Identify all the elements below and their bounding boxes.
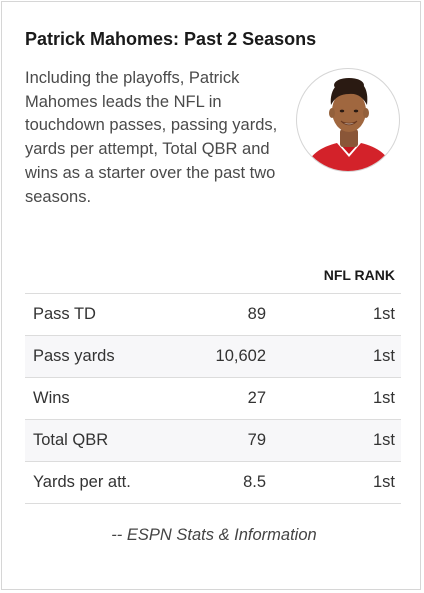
- stat-label: Yards per att.: [33, 473, 131, 491]
- table-row: Total QBR 79 1st: [25, 420, 401, 462]
- stats-table: Pass TD 89 1st Pass yards 10,602 1st Win…: [25, 293, 401, 504]
- stat-label: Total QBR: [33, 431, 109, 449]
- stat-label: Pass yards: [33, 347, 115, 365]
- stat-rank: 1st: [372, 473, 395, 491]
- stat-rank: 1st: [372, 305, 395, 323]
- table-row: Wins 27 1st: [25, 378, 401, 420]
- source-credit: -- ESPN Stats & Information: [111, 526, 317, 544]
- card-title: Patrick Mahomes: Past 2 Seasons: [25, 29, 317, 49]
- stat-rank: 1st: [372, 347, 395, 365]
- stat-label: Wins: [33, 389, 70, 407]
- stat-rank: 1st: [372, 389, 395, 407]
- stat-value: 79: [247, 431, 266, 449]
- stat-value: 8.5: [243, 473, 266, 491]
- table-row: Yards per att. 8.5 1st: [25, 462, 401, 504]
- nfl-rank-header: NFL RANK: [323, 267, 395, 283]
- stat-label: Pass TD: [33, 305, 96, 323]
- stat-value: 27: [247, 389, 266, 407]
- player-headshot-icon: [296, 68, 400, 172]
- stat-value: 10,602: [215, 347, 266, 365]
- stat-value: 89: [247, 305, 266, 323]
- stat-rank: 1st: [372, 431, 395, 449]
- card-description: Including the playoffs, Patrick Mahomes …: [25, 69, 278, 206]
- table-row: Pass TD 89 1st: [25, 294, 401, 336]
- table-row: Pass yards 10,602 1st: [25, 336, 401, 378]
